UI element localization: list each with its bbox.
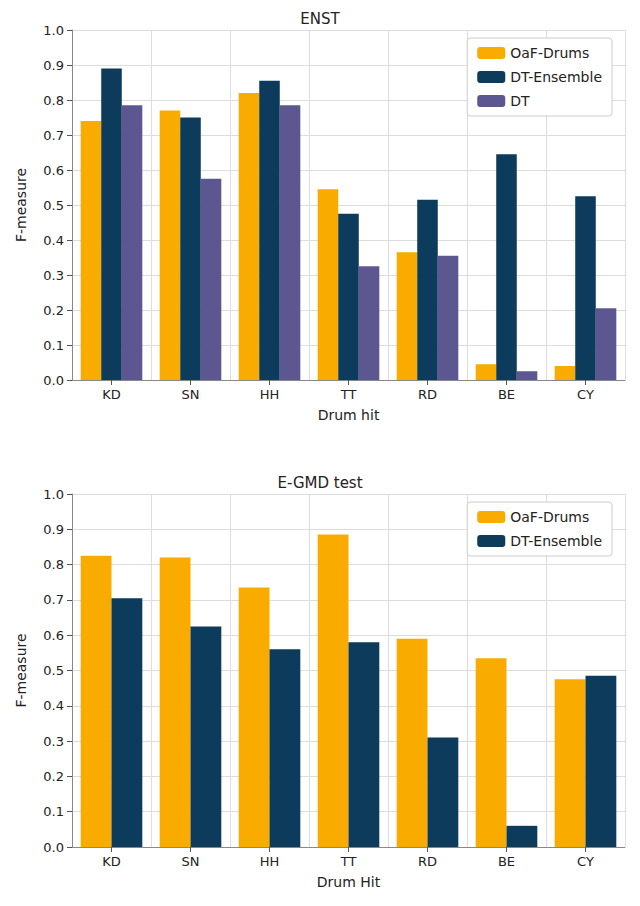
svg-text:TT: TT [340,854,357,869]
svg-text:DT: DT [510,93,530,109]
svg-text:SN: SN [182,387,200,402]
svg-text:0.2: 0.2 [43,303,64,318]
svg-text:0.0: 0.0 [43,840,64,855]
svg-text:RD: RD [418,854,437,869]
svg-text:0.4: 0.4 [43,233,64,248]
svg-text:1.0: 1.0 [43,23,64,38]
svg-text:F-measure: F-measure [13,633,29,707]
svg-text:0.1: 0.1 [43,804,64,819]
svg-text:0.3: 0.3 [43,734,64,749]
svg-text:RD: RD [418,387,437,402]
svg-text:0.7: 0.7 [43,128,64,143]
svg-text:HH: HH [260,387,280,402]
svg-text:0.5: 0.5 [43,198,64,213]
svg-text:0.4: 0.4 [43,698,64,713]
svg-text:Drum hit: Drum hit [318,407,380,423]
svg-text:SN: SN [182,854,200,869]
svg-text:KD: KD [102,854,121,869]
svg-text:BE: BE [498,854,515,869]
svg-text:0.1: 0.1 [43,338,64,353]
svg-text:Drum Hit: Drum Hit [317,874,381,890]
svg-text:0.2: 0.2 [43,769,64,784]
svg-text:F-measure: F-measure [13,168,29,242]
svg-text:0.6: 0.6 [43,628,64,643]
svg-text:DT-Ensemble: DT-Ensemble [510,533,602,549]
svg-text:0.3: 0.3 [43,268,64,283]
svg-text:TT: TT [340,387,357,402]
svg-text:E-GMD test: E-GMD test [277,474,362,492]
svg-text:ENST: ENST [300,10,340,28]
svg-text:0.5: 0.5 [43,663,64,678]
svg-text:0.0: 0.0 [43,373,64,388]
svg-text:BE: BE [498,387,515,402]
svg-text:KD: KD [102,387,121,402]
svg-text:OaF-Drums: OaF-Drums [510,509,589,525]
svg-text:0.7: 0.7 [43,592,64,607]
svg-text:0.6: 0.6 [43,163,64,178]
svg-text:0.8: 0.8 [43,93,64,108]
svg-text:0.8: 0.8 [43,557,64,572]
svg-text:0.9: 0.9 [43,58,64,73]
svg-text:0.9: 0.9 [43,522,64,537]
svg-text:OaF-Drums: OaF-Drums [510,45,589,61]
svg-text:CY: CY [577,387,594,402]
svg-text:1.0: 1.0 [43,487,64,502]
svg-text:CY: CY [577,854,594,869]
svg-text:HH: HH [260,854,280,869]
svg-text:DT-Ensemble: DT-Ensemble [510,69,602,85]
